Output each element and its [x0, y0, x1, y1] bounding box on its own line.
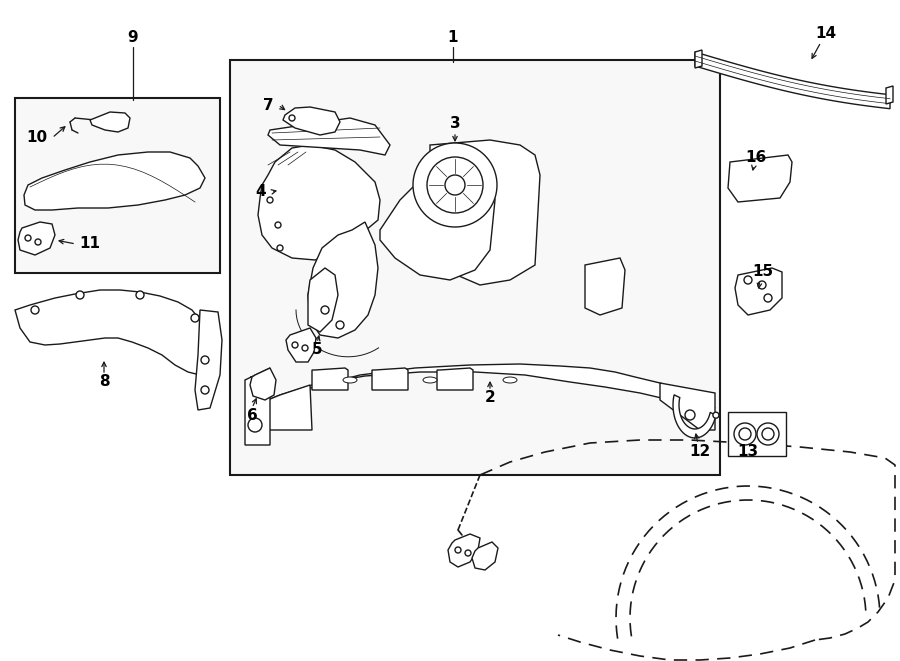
Text: 15: 15 [752, 264, 774, 280]
Circle shape [302, 345, 308, 351]
Circle shape [445, 175, 465, 195]
Polygon shape [472, 542, 498, 570]
Polygon shape [372, 368, 408, 390]
Polygon shape [886, 86, 893, 104]
Circle shape [734, 423, 756, 445]
Polygon shape [695, 50, 702, 68]
Polygon shape [286, 328, 316, 362]
Polygon shape [283, 107, 340, 135]
Text: 7: 7 [263, 98, 274, 112]
Polygon shape [437, 368, 473, 390]
Text: 1: 1 [448, 30, 458, 46]
Polygon shape [24, 152, 205, 210]
Polygon shape [90, 112, 130, 132]
Circle shape [25, 235, 31, 241]
Circle shape [136, 291, 144, 299]
Circle shape [201, 386, 209, 394]
Text: 9: 9 [128, 30, 139, 46]
Polygon shape [308, 268, 338, 332]
Polygon shape [380, 162, 495, 280]
Text: 6: 6 [247, 407, 257, 422]
Text: 12: 12 [689, 444, 711, 459]
Polygon shape [18, 222, 55, 255]
Text: 16: 16 [745, 149, 767, 165]
Polygon shape [250, 368, 276, 400]
Circle shape [201, 356, 209, 364]
Polygon shape [258, 145, 380, 260]
Text: 14: 14 [815, 26, 837, 40]
Circle shape [277, 245, 283, 251]
Circle shape [336, 321, 344, 329]
Circle shape [762, 428, 774, 440]
Text: 10: 10 [26, 130, 48, 145]
Circle shape [685, 410, 695, 420]
Circle shape [413, 143, 497, 227]
Polygon shape [15, 290, 215, 375]
Polygon shape [673, 395, 716, 438]
Polygon shape [248, 385, 312, 430]
Circle shape [35, 239, 41, 245]
Polygon shape [728, 155, 792, 202]
Polygon shape [430, 140, 540, 285]
Circle shape [292, 342, 298, 348]
Circle shape [248, 418, 262, 432]
Circle shape [321, 306, 329, 314]
Ellipse shape [503, 377, 517, 383]
Circle shape [465, 550, 471, 556]
Text: 2: 2 [484, 391, 495, 405]
Polygon shape [585, 258, 625, 315]
Polygon shape [268, 118, 390, 155]
Circle shape [275, 222, 281, 228]
Bar [728, 412, 786, 456]
Text: 8: 8 [99, 375, 109, 389]
Circle shape [757, 423, 779, 445]
Circle shape [76, 291, 84, 299]
Polygon shape [448, 534, 480, 567]
Polygon shape [195, 310, 222, 410]
Circle shape [713, 412, 719, 418]
Text: 5: 5 [311, 342, 322, 358]
Polygon shape [248, 364, 715, 408]
Text: 11: 11 [79, 237, 101, 251]
Circle shape [455, 547, 461, 553]
Circle shape [427, 157, 483, 213]
Circle shape [758, 281, 766, 289]
Bar [15, 98, 220, 273]
Ellipse shape [343, 377, 357, 383]
Polygon shape [735, 268, 782, 315]
Circle shape [31, 306, 39, 314]
Polygon shape [660, 383, 715, 430]
Text: 4: 4 [256, 184, 266, 200]
Polygon shape [695, 52, 890, 108]
Circle shape [739, 428, 751, 440]
Text: 3: 3 [450, 116, 460, 130]
Circle shape [289, 115, 295, 121]
Polygon shape [312, 368, 348, 390]
Circle shape [764, 294, 772, 302]
Circle shape [267, 197, 273, 203]
Circle shape [744, 276, 752, 284]
Text: 13: 13 [737, 444, 759, 459]
Ellipse shape [423, 377, 437, 383]
Polygon shape [308, 222, 378, 338]
Bar [230, 60, 720, 475]
Circle shape [191, 314, 199, 322]
Polygon shape [245, 368, 270, 445]
